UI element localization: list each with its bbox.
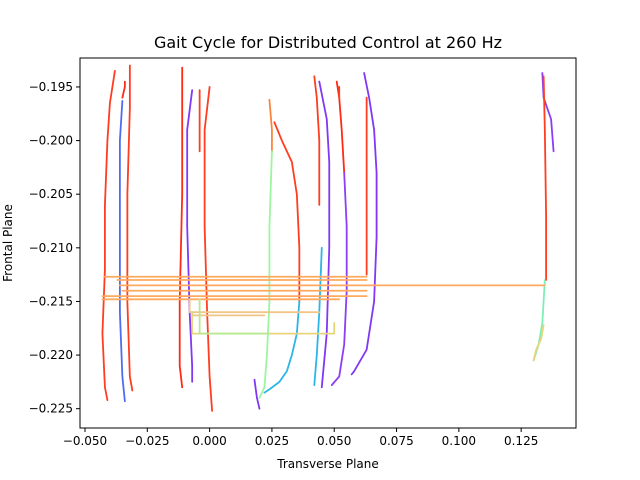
gait-trace-11 bbox=[273, 121, 301, 303]
x-tick-label: 0.025 bbox=[255, 434, 289, 448]
gait-trace-15 bbox=[318, 80, 331, 389]
x-tick-label: 0.075 bbox=[379, 434, 413, 448]
plot-frame bbox=[79, 57, 577, 429]
y-tick-label: −0.225 bbox=[29, 402, 73, 416]
gait-trace-9 bbox=[268, 98, 273, 153]
y-tick-label: −0.200 bbox=[29, 134, 73, 148]
gait-trace-16 bbox=[313, 246, 323, 386]
y-tick-label: −0.210 bbox=[29, 241, 73, 255]
gait-trace-1 bbox=[101, 69, 116, 402]
x-axis: −0.050 −0.025 0.000 0.025 0.050 0.075 0.100 0.1… bbox=[63, 428, 538, 448]
y-tick-label: −0.195 bbox=[29, 80, 73, 94]
gait-trace-23 bbox=[542, 75, 547, 281]
gait-trace-18 bbox=[330, 171, 348, 386]
x-tick-label: −0.050 bbox=[63, 434, 107, 448]
plot-area bbox=[79, 57, 577, 429]
gait-trace-20 bbox=[350, 72, 378, 376]
x-tick-label: 0.000 bbox=[192, 434, 226, 448]
gait-trace-10 bbox=[258, 150, 273, 399]
gait-trace-2 bbox=[118, 100, 126, 403]
gait-trace-8 bbox=[203, 86, 213, 412]
y-tick-label: −0.220 bbox=[29, 348, 73, 362]
x-tick-label: 0.100 bbox=[442, 434, 476, 448]
gait-trace-14 bbox=[313, 75, 321, 206]
gait-trace-17 bbox=[335, 80, 346, 174]
y-tick-label: −0.215 bbox=[29, 294, 73, 308]
y-axis-label: Frontal Plane bbox=[1, 204, 15, 282]
gait-trace-5 bbox=[178, 66, 184, 389]
x-axis-label: Transverse Plane bbox=[276, 457, 379, 471]
gait-trace-35 bbox=[198, 298, 271, 335]
y-axis: −0.195 −0.200 −0.205 −0.210 −0.215 −0.220 −0.2… bbox=[29, 80, 80, 416]
gait-trace-3 bbox=[121, 80, 126, 99]
gait-trace-4 bbox=[126, 64, 134, 392]
chart-title: Gait Cycle for Distributed Control at 26… bbox=[154, 33, 502, 52]
gait-trace-32 bbox=[188, 298, 321, 314]
x-tick-label: 0.050 bbox=[317, 434, 351, 448]
x-tick-label: 0.125 bbox=[504, 434, 538, 448]
x-tick-label: −0.025 bbox=[125, 434, 169, 448]
gait-trace-25 bbox=[532, 324, 545, 362]
trace-group bbox=[101, 64, 555, 412]
y-tick-label: −0.205 bbox=[29, 187, 73, 201]
gait-trace-13 bbox=[253, 378, 261, 410]
gait-trace-24 bbox=[532, 279, 546, 362]
gait-trace-6 bbox=[186, 89, 194, 383]
